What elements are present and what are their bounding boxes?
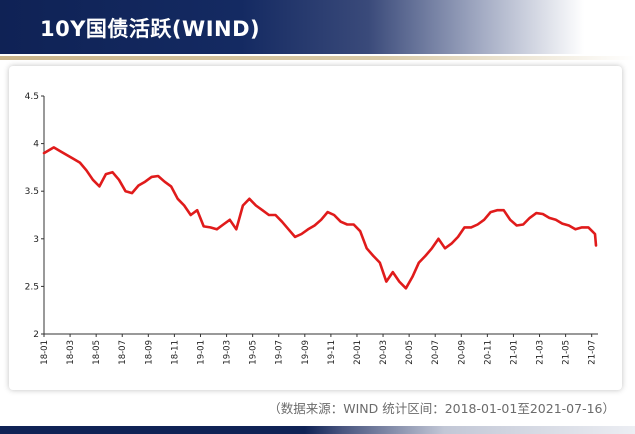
y-tick-label: 4: [33, 140, 39, 150]
x-tick-label: 21-01: [509, 340, 519, 365]
x-tick-label: 20-07: [431, 340, 441, 365]
y-tick-label: 3: [33, 235, 39, 245]
gold-divider: [0, 56, 635, 60]
y-tick-label: 2.5: [25, 282, 39, 292]
x-tick-label: 19-09: [301, 340, 311, 365]
x-tick-label: 20-09: [457, 340, 467, 365]
chart-panel: 4.5 4 3.5 3 2.5 2 18-01 18-03 18-05 18-07 18-09 18-…: [9, 66, 622, 390]
x-tick-label: 18-11: [170, 340, 180, 365]
x-tick-label: 20-11: [483, 340, 493, 365]
x-tick-label: 18-07: [118, 340, 128, 365]
x-tick-label: 21-03: [536, 340, 546, 365]
x-tick-label: 19-03: [223, 340, 233, 365]
x-tick-label: 21-05: [562, 340, 572, 365]
y-tick-label: 4.5: [25, 92, 39, 102]
x-tick-label: 20-03: [379, 340, 389, 365]
y-tick-label: 2: [33, 330, 39, 340]
x-tick-label: 19-11: [327, 340, 337, 365]
x-tick-label: 18-09: [144, 340, 154, 365]
x-tick-label: 20-05: [405, 340, 415, 365]
yield-series-line: [42, 146, 598, 290]
footer-bar: [0, 426, 635, 434]
page-title: 10Y国债活跃(WIND): [40, 17, 261, 41]
yield-line-chart: 4.5 4 3.5 3 2.5 218-01 18-03 18-05 18-07 18-09 18-…: [25, 92, 598, 365]
x-tick-label: 19-01: [196, 340, 206, 365]
x-tick-label: 18-01: [40, 340, 50, 365]
x-tick-label: 21-07: [588, 340, 598, 365]
x-tick-label: 18-03: [66, 340, 76, 365]
x-tick-label: 20-01: [353, 340, 363, 365]
x-tick-label: 19-05: [249, 340, 259, 365]
y-tick-label: 3.5: [25, 187, 39, 197]
data-source-note: （数据来源：WIND 统计区间：2018-01-01至2021-07-16）: [268, 401, 615, 416]
x-tick-label: 18-05: [92, 340, 102, 365]
title-banner: 10Y国债活跃(WIND): [0, 0, 635, 54]
x-tick-label: 19-07: [275, 340, 285, 365]
